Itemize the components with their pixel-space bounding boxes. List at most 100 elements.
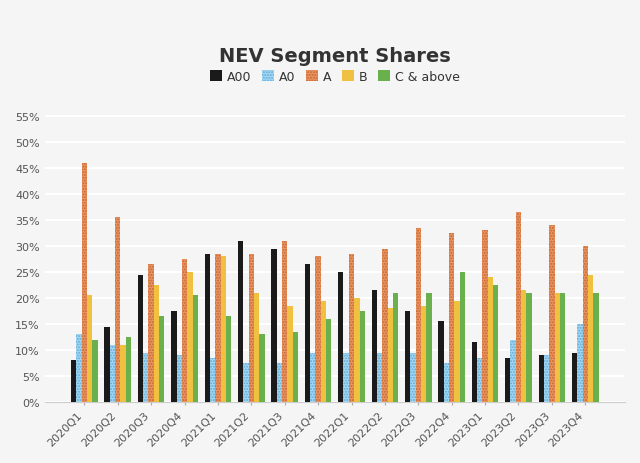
Bar xyxy=(527,293,532,402)
Bar xyxy=(344,353,349,402)
Bar xyxy=(71,361,76,402)
Bar xyxy=(276,363,282,402)
Bar xyxy=(393,293,398,402)
Bar xyxy=(76,335,82,402)
Bar xyxy=(226,317,231,402)
Bar xyxy=(159,317,164,402)
Bar xyxy=(577,324,582,402)
Bar xyxy=(210,358,215,402)
Bar xyxy=(354,298,360,402)
Bar xyxy=(316,257,321,402)
Legend: A00, A0, A, B, C & above: A00, A0, A, B, C & above xyxy=(207,68,463,86)
Bar xyxy=(544,356,549,402)
Bar xyxy=(554,293,560,402)
Bar xyxy=(82,163,87,402)
Bar xyxy=(87,296,92,402)
Bar xyxy=(177,356,182,402)
Bar xyxy=(382,249,388,402)
Bar xyxy=(109,345,115,402)
Bar xyxy=(454,301,460,402)
Bar xyxy=(344,353,349,402)
Bar xyxy=(243,363,249,402)
Bar xyxy=(249,254,254,402)
Bar xyxy=(338,272,344,402)
Bar xyxy=(511,340,516,402)
Bar xyxy=(154,285,159,402)
Bar xyxy=(421,306,426,402)
Bar xyxy=(588,275,593,402)
Bar xyxy=(188,272,193,402)
Bar xyxy=(426,293,431,402)
Bar xyxy=(282,241,287,402)
Bar xyxy=(477,358,483,402)
Bar xyxy=(483,231,488,402)
Title: NEV Segment Shares: NEV Segment Shares xyxy=(219,47,451,66)
Bar xyxy=(287,306,292,402)
Bar xyxy=(249,254,254,402)
Bar xyxy=(148,265,154,402)
Bar xyxy=(415,228,421,402)
Bar xyxy=(538,356,544,402)
Bar xyxy=(415,228,421,402)
Bar xyxy=(593,293,598,402)
Bar xyxy=(549,225,554,402)
Bar xyxy=(505,358,511,402)
Bar xyxy=(120,345,125,402)
Bar xyxy=(193,296,198,402)
Bar xyxy=(521,291,527,402)
Bar xyxy=(516,213,521,402)
Bar xyxy=(148,265,154,402)
Bar xyxy=(177,356,182,402)
Bar xyxy=(372,291,377,402)
Bar xyxy=(276,363,282,402)
Bar xyxy=(549,225,554,402)
Bar xyxy=(449,233,454,402)
Bar xyxy=(215,254,221,402)
Bar xyxy=(259,335,265,402)
Bar xyxy=(516,213,521,402)
Bar xyxy=(377,353,382,402)
Bar xyxy=(310,353,316,402)
Bar xyxy=(405,311,410,402)
Bar xyxy=(238,241,243,402)
Bar xyxy=(477,358,483,402)
Bar xyxy=(82,163,87,402)
Bar xyxy=(321,301,326,402)
Bar xyxy=(316,257,321,402)
Bar xyxy=(377,353,382,402)
Bar xyxy=(182,259,188,402)
Bar xyxy=(582,246,588,402)
Bar xyxy=(349,254,354,402)
Bar xyxy=(310,353,316,402)
Bar xyxy=(76,335,82,402)
Bar xyxy=(115,218,120,402)
Bar xyxy=(171,311,177,402)
Bar xyxy=(254,293,259,402)
Bar xyxy=(205,254,210,402)
Bar xyxy=(488,278,493,402)
Bar xyxy=(92,340,98,402)
Bar xyxy=(511,340,516,402)
Bar xyxy=(271,249,276,402)
Bar xyxy=(472,343,477,402)
Bar xyxy=(215,254,221,402)
Bar xyxy=(582,246,588,402)
Bar xyxy=(388,309,393,402)
Bar xyxy=(210,358,215,402)
Bar xyxy=(143,353,148,402)
Bar xyxy=(282,241,287,402)
Bar xyxy=(143,353,148,402)
Bar xyxy=(349,254,354,402)
Bar xyxy=(493,285,499,402)
Bar xyxy=(544,356,549,402)
Bar xyxy=(360,311,365,402)
Bar xyxy=(292,332,298,402)
Bar xyxy=(243,363,249,402)
Bar xyxy=(572,353,577,402)
Bar xyxy=(109,345,115,402)
Bar xyxy=(577,324,582,402)
Bar xyxy=(410,353,415,402)
Bar xyxy=(115,218,120,402)
Bar xyxy=(438,322,444,402)
Bar xyxy=(305,265,310,402)
